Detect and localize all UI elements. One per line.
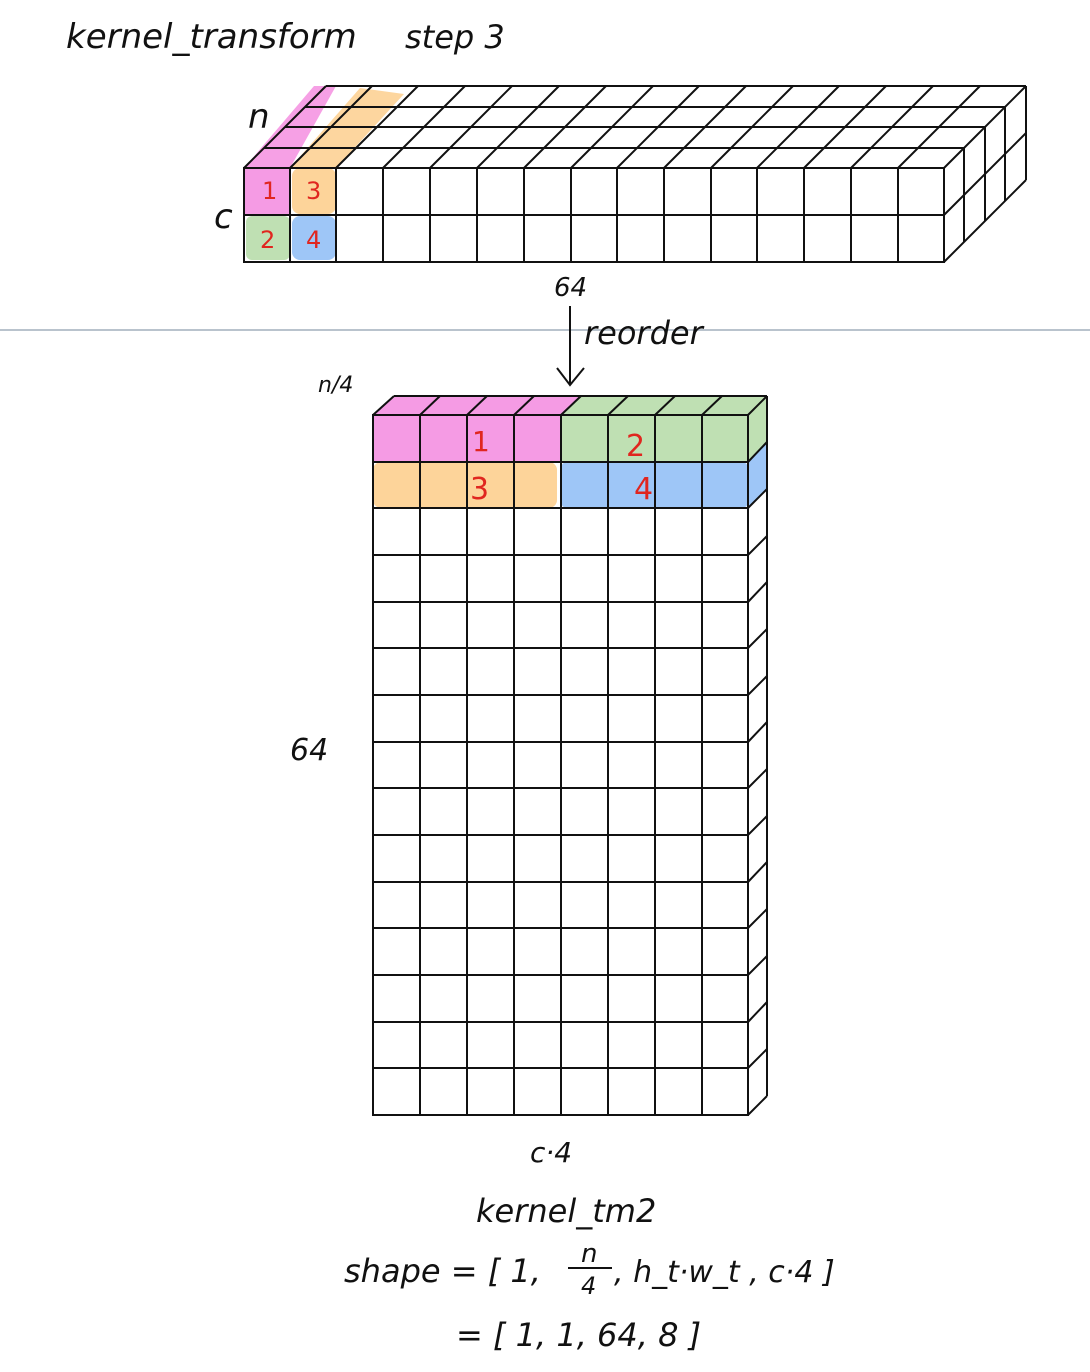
top-cell-3-label: 3 (306, 177, 321, 205)
bottom-cell-3-label: 3 (470, 472, 489, 507)
top-cell-4-fill (292, 216, 336, 260)
top-side-grid (943, 86, 1027, 263)
top-cell-2-fill (246, 216, 290, 260)
caption: kernel_tm2 shape = [ 1, n 4 , h_t·w_t , … (344, 1192, 835, 1354)
top-cell-1-fill (244, 168, 290, 214)
caption-fraction-num: n (581, 1239, 597, 1269)
bottom-rows-label: 64 (290, 733, 328, 768)
step-text: step 3 (405, 18, 505, 56)
bottom-front-grid (372, 414, 749, 1116)
bottom-block: 1 2 3 4 n/4 64 c·4 (290, 373, 768, 1169)
bottom-cell-4-label: 4 (634, 472, 653, 507)
top-depth-label: n (248, 97, 270, 137)
reorder-label: reorder (584, 314, 705, 352)
bottom-depth-label: n/4 (318, 373, 353, 398)
bottom-side-face-blue (748, 442, 767, 508)
title-text: kernel_transform (66, 17, 357, 57)
top-cols-label: 64 (554, 273, 587, 303)
caption-result: = [ 1, 1, 64, 8 ] (456, 1316, 701, 1354)
reorder-arrow (556, 306, 585, 387)
bottom-cell-2-label: 2 (626, 429, 645, 464)
top-block: 1 3 2 4 n c 64 (214, 85, 1027, 303)
bottom-side-grid (747, 396, 768, 1116)
bottom-top-grid (372, 395, 768, 416)
top-cell-3-fill (292, 168, 336, 214)
caption-shape-suffix: , h_t·w_t , c·4 ] (614, 1255, 835, 1290)
top-cell-1-label: 1 (262, 177, 277, 205)
bottom-row-3-fill (373, 462, 557, 508)
top-front-grid (243, 167, 945, 263)
caption-shape-prefix: shape = [ 1, (344, 1252, 541, 1290)
top-rows-label: c (214, 197, 233, 237)
top-cell-2-label: 2 (260, 226, 275, 254)
bottom-side-face-green (748, 396, 767, 462)
caption-fraction-den: 4 (581, 1272, 596, 1300)
top-cell-4-label: 4 (306, 226, 321, 254)
bottom-cols-label: c·4 (530, 1136, 572, 1169)
bottom-cell-1-label: 1 (472, 425, 490, 458)
caption-name: kernel_tm2 (476, 1192, 656, 1230)
